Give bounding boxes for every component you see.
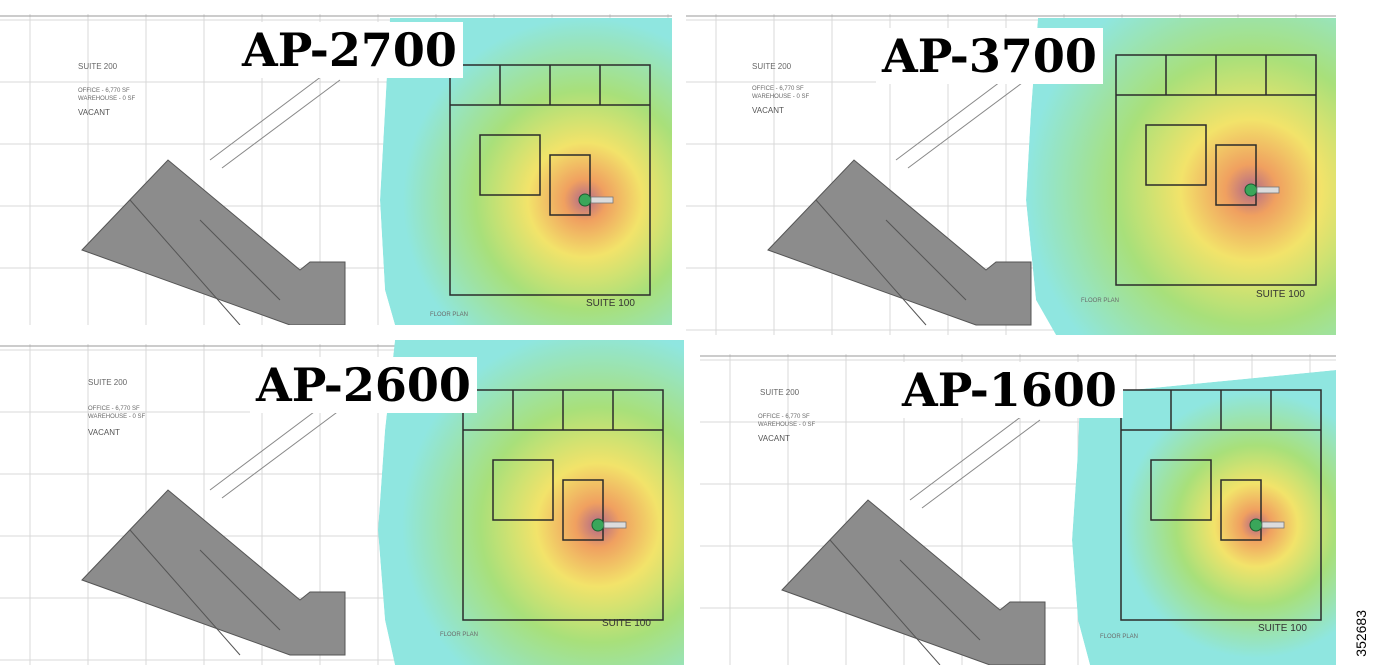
building-wall [815, 199, 927, 326]
office-area-label: OFFICE - 6,770 SF [752, 86, 804, 92]
suite-100-label: SUITE 100 [602, 618, 651, 629]
vacant-label: VACANT [78, 108, 110, 117]
suite-100-label: SUITE 100 [1256, 289, 1305, 300]
building-wall [899, 559, 981, 641]
road-lines [895, 69, 1027, 169]
warehouse-area-label: WAREHOUSE - 0 SF [752, 94, 810, 100]
access-point-icon [591, 518, 627, 532]
floorplan-heatmap [700, 354, 1336, 665]
office-area-label: OFFICE - 6,770 SF [88, 406, 140, 412]
suite-100-walls [449, 64, 651, 296]
suite-100-label: SUITE 100 [1258, 623, 1307, 634]
room [1220, 479, 1262, 541]
suite-100-walls [1120, 389, 1322, 621]
office-area-label: OFFICE - 6,770 SF [758, 414, 810, 420]
floor-plan-label: FLOOR PLAN [1081, 298, 1120, 304]
warehouse-area-label: WAREHOUSE - 0 SF [78, 96, 136, 102]
room [1145, 124, 1207, 186]
road-line [909, 409, 1031, 501]
floor-plan-label: FLOOR PLAN [430, 312, 469, 318]
floor-plan-label: FLOOR PLAN [440, 632, 479, 638]
ap-model-title: AP-2600 [250, 357, 477, 413]
road-line [209, 399, 331, 491]
ap-model-title: AP-1600 [896, 362, 1123, 418]
room [492, 459, 554, 521]
building-footprint [81, 159, 346, 325]
floorplan-heatmap [0, 14, 672, 325]
room [479, 134, 541, 196]
office-area-label: OFFICE - 6,770 SF [78, 88, 130, 94]
room [1150, 459, 1212, 521]
vacant-label: VACANT [758, 434, 790, 443]
road-lines [209, 399, 341, 499]
building-wall [199, 549, 281, 631]
road-line [221, 409, 341, 499]
heatmap-panel-ap-2700: AP-2700 SUITE 200 OFFICE - 6,770 SF WARE… [0, 0, 672, 325]
ap-model-title: AP-2700 [236, 22, 463, 78]
suite-100-walls [1115, 54, 1317, 286]
floorplan-heatmap [686, 14, 1336, 335]
signal-heatmap [378, 340, 684, 665]
suite-200-label: SUITE 200 [88, 378, 128, 387]
road-line [221, 79, 341, 169]
building-wall [199, 219, 281, 301]
building-wall [885, 219, 967, 301]
vacant-label: VACANT [752, 106, 784, 115]
floor-plan-label: FLOOR PLAN [1100, 634, 1139, 640]
road-line [209, 69, 331, 161]
suite-100-label: SUITE 100 [586, 298, 635, 309]
heatmap-panel-ap-2600: AP-2600 SUITE 200 OFFICE - 6,770 SF WARE… [0, 330, 684, 665]
figure-id: 352683 [1353, 610, 1369, 657]
road-lines [909, 409, 1041, 509]
room [549, 154, 591, 216]
road-line [895, 69, 1017, 161]
warehouse-area-label: WAREHOUSE - 0 SF [758, 422, 816, 428]
road-lines [209, 69, 341, 169]
road-line [921, 419, 1041, 509]
room [1215, 144, 1257, 206]
signal-heatmap [380, 18, 672, 325]
warehouse-area-label: WAREHOUSE - 0 SF [88, 414, 146, 420]
building-footprint [781, 499, 1046, 665]
suite-200-label: SUITE 200 [760, 388, 800, 397]
heatmap-panel-ap-1600: AP-1600 SUITE 200 OFFICE - 6,770 SF WARE… [700, 340, 1336, 665]
access-point-icon [1244, 183, 1280, 197]
road-line [907, 79, 1027, 169]
building-footprint [81, 489, 346, 656]
suite-200-label: SUITE 200 [752, 62, 792, 71]
heatmap-panel-ap-3700: AP-3700 SUITE 200 OFFICE - 6,770 SF WARE… [686, 0, 1336, 335]
signal-heatmap [1026, 18, 1336, 335]
suite-100-walls [462, 389, 664, 621]
access-point-icon [1249, 518, 1285, 532]
building-footprint [767, 159, 1032, 326]
suite-200-label: SUITE 200 [78, 62, 118, 71]
building-wall [129, 529, 241, 656]
room [562, 479, 604, 541]
signal-heatmap [1072, 370, 1336, 665]
access-point-icon [578, 193, 614, 207]
building-wall [829, 539, 941, 665]
ap-model-title: AP-3700 [876, 28, 1103, 84]
vacant-label: VACANT [88, 428, 120, 437]
building-wall [129, 199, 241, 325]
